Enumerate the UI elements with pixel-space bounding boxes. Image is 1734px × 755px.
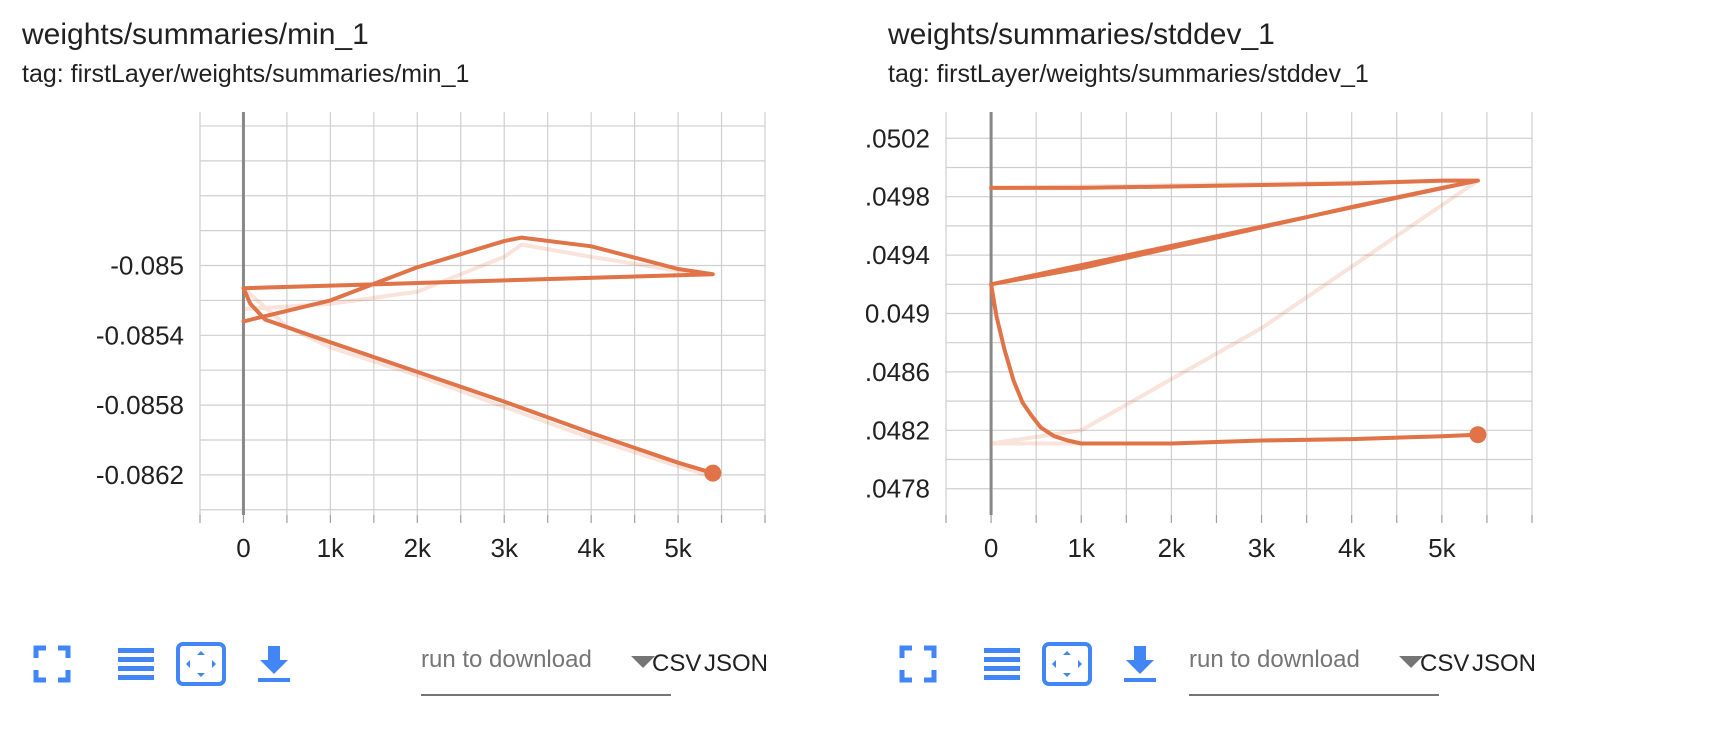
fullscreen-icon xyxy=(33,645,71,683)
x-tick-label: 1k xyxy=(317,533,345,563)
x-tick-label: 0 xyxy=(984,533,998,563)
line-chart[interactable]: -0.085 -0.0854 -0.0858 -0.0862 0 1k 2k 3k 4k 5k xyxy=(0,0,840,600)
dropdown-arrow-icon xyxy=(1399,656,1423,668)
series-end-marker[interactable] xyxy=(704,464,722,482)
x-tick-label: 4k xyxy=(1338,533,1366,563)
toggle-data-button[interactable] xyxy=(974,636,1030,692)
grid xyxy=(945,112,1533,515)
x-tick-label: 4k xyxy=(577,533,605,563)
y-tick-label: -0.0862 xyxy=(96,460,184,490)
run-select-placeholder: run to download xyxy=(1189,646,1360,673)
list-icon xyxy=(118,648,154,680)
card-title: weights/summaries/min_1 xyxy=(22,18,369,51)
fit-domain-icon xyxy=(176,642,226,686)
y-tick-label: 0.0482 xyxy=(866,415,930,445)
card-tag: tag: firstLayer/weights/summaries/stddev… xyxy=(888,60,1369,88)
list-icon xyxy=(984,648,1020,680)
run-select[interactable]: run to download xyxy=(421,642,671,696)
x-tick-label: 3k xyxy=(490,533,518,563)
run-select[interactable]: run to download xyxy=(1189,642,1439,696)
x-tick-label: 5k xyxy=(1428,533,1456,563)
y-tick-label: 0.0494 xyxy=(866,240,930,270)
fullscreen-button[interactable] xyxy=(890,636,946,692)
download-icon xyxy=(258,646,290,682)
x-tick-label: 1k xyxy=(1067,533,1095,563)
y-tick-label: -0.085 xyxy=(110,251,184,281)
series-smoothed-line xyxy=(989,178,1480,446)
x-tick-label: 2k xyxy=(1158,533,1186,563)
fit-domain-button[interactable] xyxy=(1039,636,1095,692)
run-select-placeholder: run to download xyxy=(421,646,592,673)
card-title: weights/summaries/stddev_1 xyxy=(888,18,1275,51)
fit-domain-icon xyxy=(1042,642,1092,686)
json-link[interactable]: JSON xyxy=(1472,650,1537,677)
x-tick-label: 5k xyxy=(664,533,692,563)
csv-link[interactable]: CSV xyxy=(652,650,702,677)
csv-link[interactable]: CSV xyxy=(1420,650,1470,677)
download-button[interactable] xyxy=(246,636,302,692)
y-tick-label: 0.049 xyxy=(866,299,930,329)
dropdown-arrow-icon xyxy=(631,656,655,668)
y-tick-label: -0.0854 xyxy=(96,320,184,350)
fullscreen-icon xyxy=(899,645,937,683)
fullscreen-button[interactable] xyxy=(24,636,80,692)
series-raw-line xyxy=(989,178,1480,446)
y-tick-label: 0.0498 xyxy=(866,182,930,212)
y-tick-label: 0.0478 xyxy=(866,474,930,504)
grid xyxy=(199,112,766,515)
json-link[interactable]: JSON xyxy=(704,650,769,677)
y-tick-label: -0.0858 xyxy=(96,390,184,420)
x-tick-label: 2k xyxy=(404,533,432,563)
y-tick-label: 0.0486 xyxy=(866,357,930,387)
scalar-chart-card: weights/summaries/min_1 tag: firstLayer/… xyxy=(0,0,840,755)
fit-domain-button[interactable] xyxy=(173,636,229,692)
scalar-chart-card: weights/summaries/stddev_1 tag: firstLay… xyxy=(866,0,1706,755)
toggle-data-button[interactable] xyxy=(108,636,164,692)
line-chart[interactable]: 0.0502 0.0498 0.0494 0.049 0.0486 0.0482 0.047… xyxy=(866,0,1706,600)
y-tick-label: 0.0502 xyxy=(866,123,930,153)
series-smoothed-line xyxy=(241,235,715,476)
x-tick-label: 0 xyxy=(236,533,250,563)
download-button[interactable] xyxy=(1112,636,1168,692)
series-end-marker[interactable] xyxy=(1469,426,1487,444)
download-icon xyxy=(1124,646,1156,682)
x-tick-label: 3k xyxy=(1248,533,1276,563)
card-tag: tag: firstLayer/weights/summaries/min_1 xyxy=(22,60,470,88)
